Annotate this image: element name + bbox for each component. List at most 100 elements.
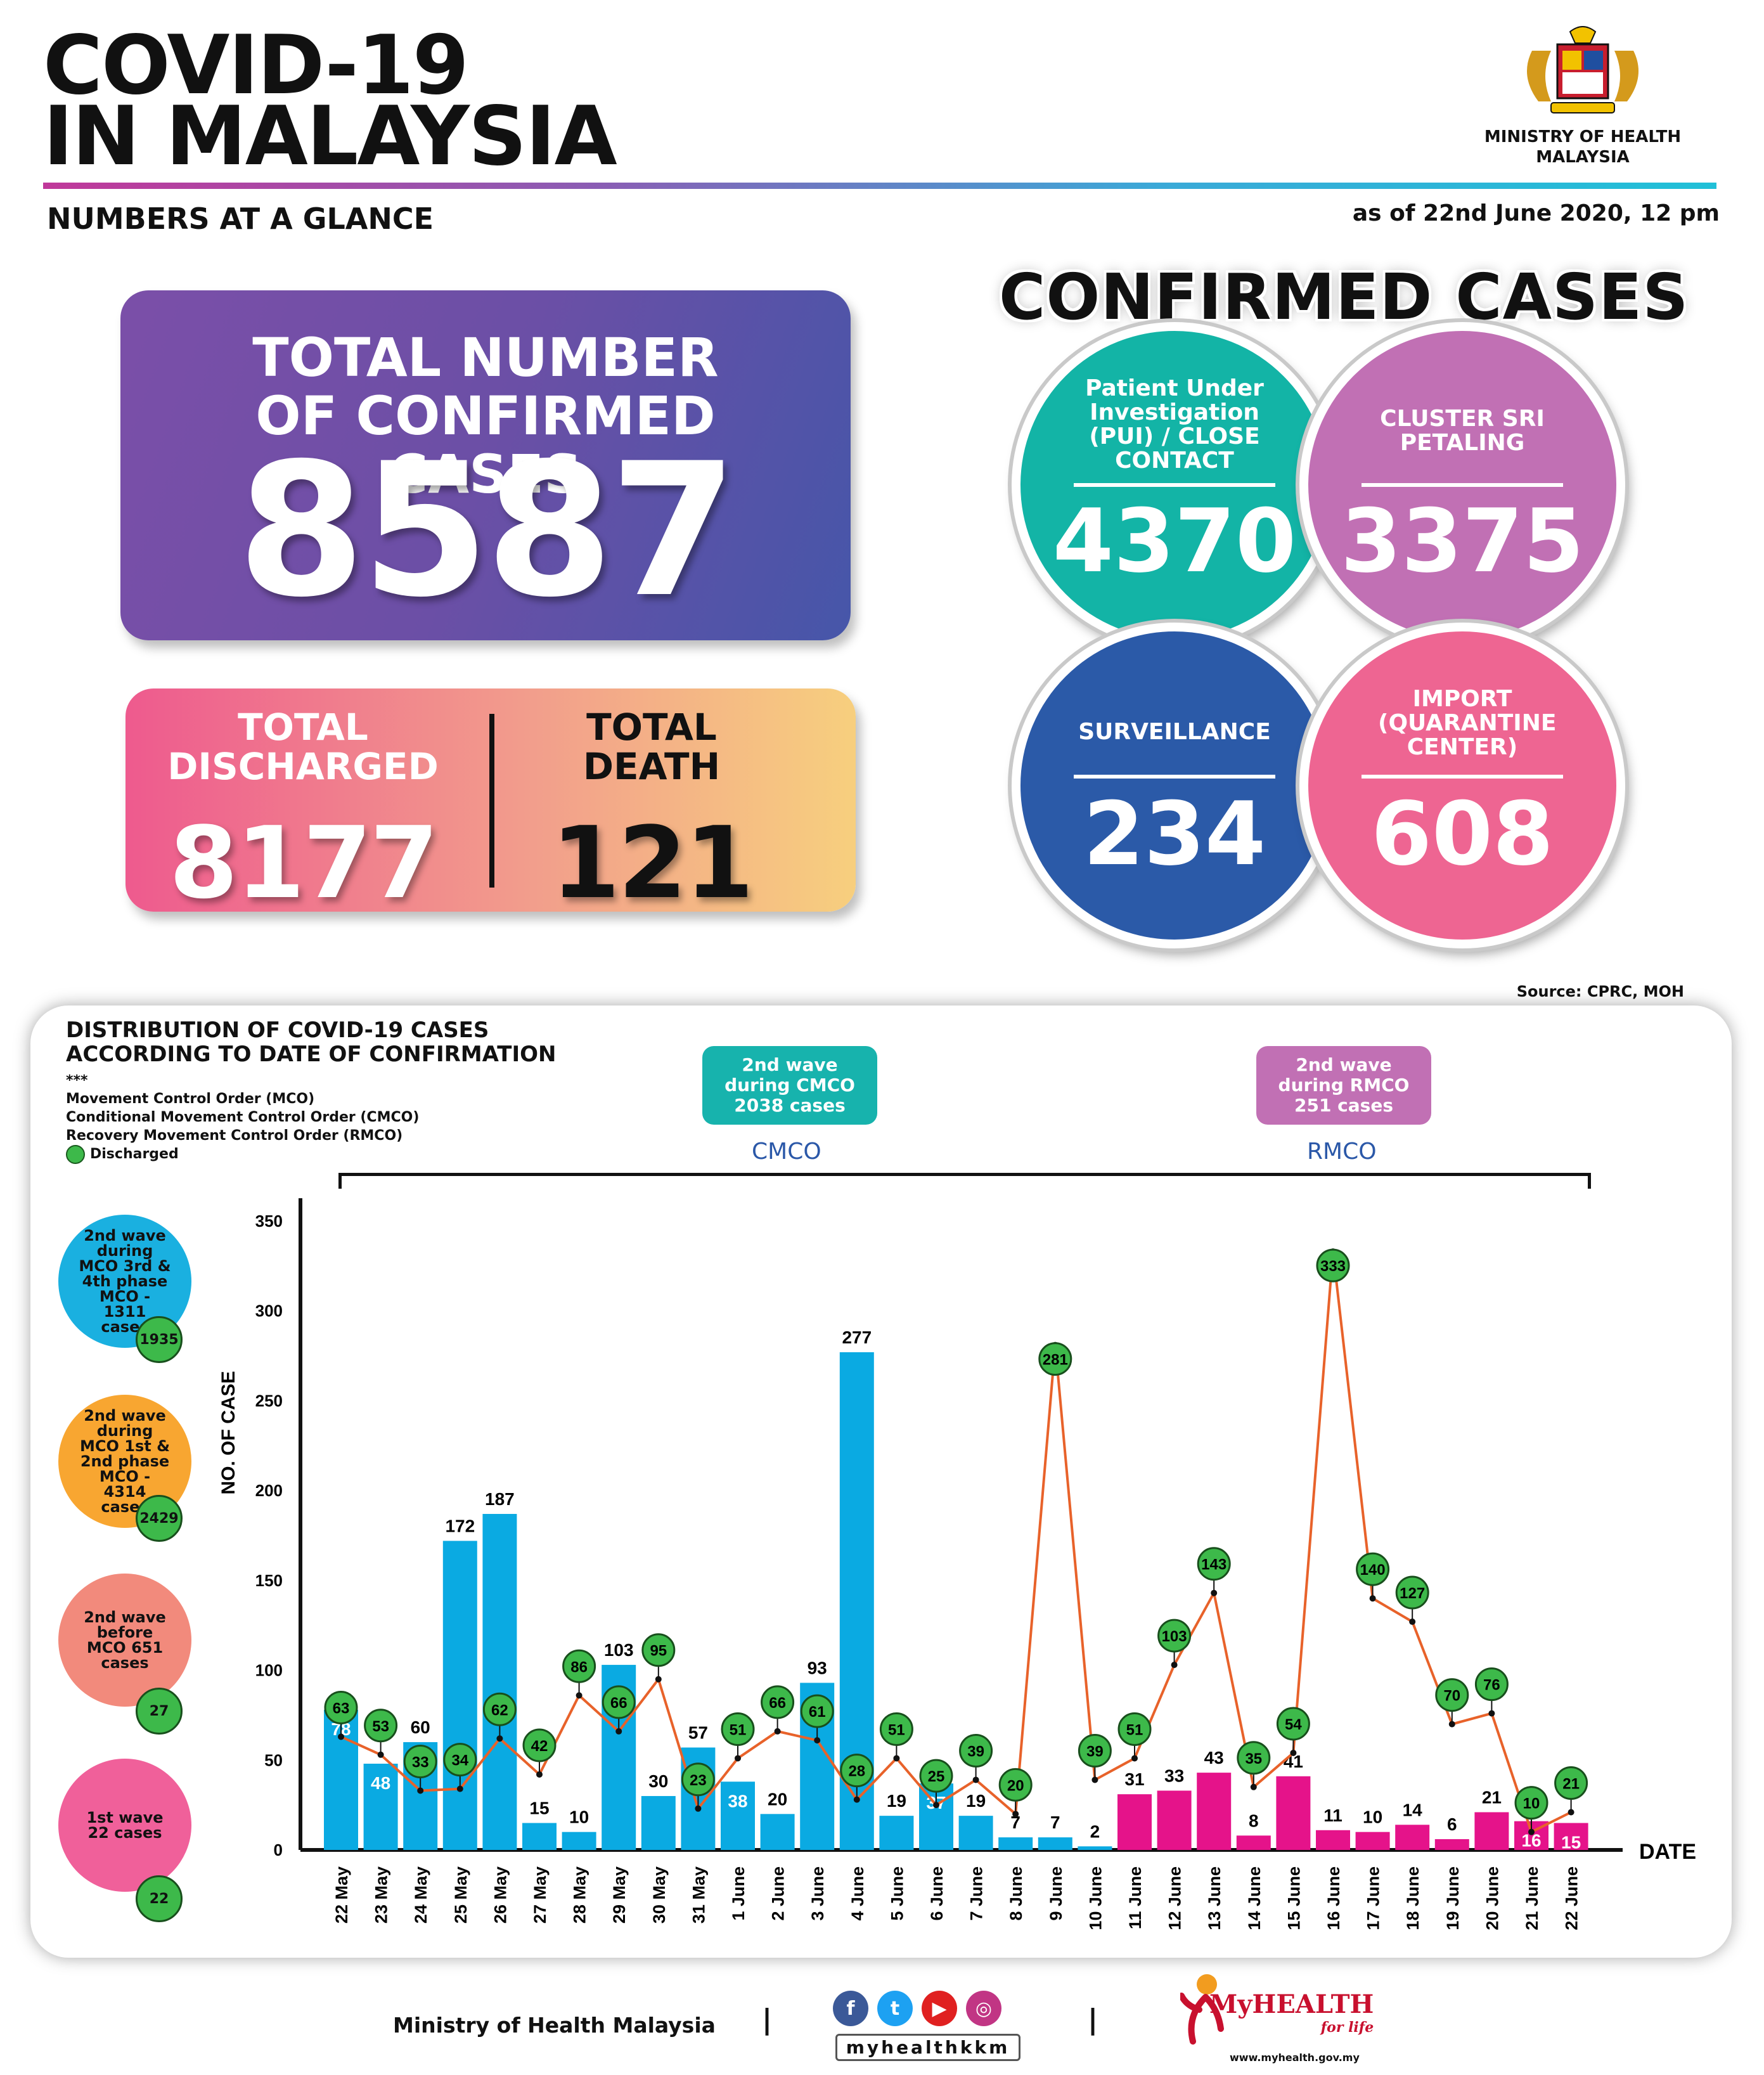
discharged-badge bbox=[1316, 1248, 1350, 1283]
bar bbox=[562, 1832, 596, 1850]
import-label: IMPORT (QUARANTINE CENTER) bbox=[1378, 686, 1557, 760]
instagram-icon[interactable]: ◎ bbox=[966, 1991, 1001, 2026]
bar-value-label: 57 bbox=[688, 1723, 708, 1742]
discharged-badge bbox=[1474, 1667, 1509, 1702]
phase-bracket bbox=[338, 1173, 1591, 1189]
bar-value-label: 2 bbox=[1090, 1821, 1100, 1841]
pui-label: Patient Under Investigation (PUI) / CLOS… bbox=[1085, 375, 1264, 474]
discharged-badge bbox=[1038, 1342, 1072, 1376]
discharged-value-label: 28 bbox=[848, 1763, 865, 1780]
discharged-badge bbox=[641, 1633, 676, 1667]
distribution-title-line1: DISTRIBUTION OF COVID-19 CASES bbox=[66, 1018, 489, 1043]
bar-value-label: 19 bbox=[966, 1791, 986, 1811]
x-tick-label: 2 June bbox=[769, 1866, 788, 1921]
death-block: TOTAL DEATH 121 bbox=[544, 708, 759, 917]
y-tick-label: 0 bbox=[274, 1840, 283, 1859]
bar bbox=[958, 1816, 993, 1850]
bar-value-label: 10 bbox=[1363, 1807, 1382, 1827]
discharged-value-label: 103 bbox=[1162, 1628, 1187, 1645]
cluster-value: 3375 bbox=[1340, 490, 1585, 592]
y-tick-label: 150 bbox=[255, 1571, 283, 1590]
bar bbox=[1355, 1832, 1390, 1850]
discharged-badge bbox=[681, 1762, 715, 1797]
discharged-badge bbox=[562, 1649, 596, 1683]
discharged-value-label: 20 bbox=[1007, 1777, 1024, 1794]
y-tick-label: 50 bbox=[264, 1750, 283, 1769]
twitter-icon[interactable]: t bbox=[877, 1991, 913, 2026]
side-wave-3-label: 2nd wave before MCO 651 cases bbox=[84, 1608, 166, 1672]
x-tick-label: 8 June bbox=[1007, 1866, 1026, 1921]
bar bbox=[879, 1816, 914, 1850]
discharged-value-label: 54 bbox=[1285, 1716, 1302, 1733]
discharged-dot-icon bbox=[66, 1145, 85, 1164]
bar-value-label: 48 bbox=[371, 1773, 390, 1793]
as-of-date: as of 22nd June 2020, 12 pm bbox=[1352, 200, 1720, 226]
discharged-badge bbox=[1435, 1678, 1469, 1712]
bar bbox=[1197, 1773, 1232, 1850]
discharged-value-label: 62 bbox=[491, 1702, 508, 1719]
discharged-value-label: 51 bbox=[888, 1721, 905, 1738]
x-tick-label: 9 June bbox=[1046, 1866, 1065, 1921]
myhealth-wordmark: MyHEALTH bbox=[1209, 1989, 1374, 2019]
side-wave-1-discharged: 1935 bbox=[136, 1316, 183, 1363]
cmco-label: CMCO bbox=[752, 1139, 821, 1165]
side-wave-2-discharged: 2429 bbox=[136, 1495, 183, 1542]
bar-value-label: 14 bbox=[1403, 1800, 1423, 1820]
bar-value-label: 60 bbox=[411, 1717, 430, 1737]
facebook-icon[interactable]: f bbox=[833, 1991, 868, 2026]
x-tick-label: 17 June bbox=[1364, 1866, 1383, 1930]
discharged-badge bbox=[840, 1754, 874, 1788]
discharged-value-label: 66 bbox=[769, 1695, 786, 1712]
discharged-value-label: 33 bbox=[412, 1754, 429, 1771]
ministry-label: MINISTRY OF HEALTH MALAYSIA bbox=[1484, 127, 1682, 167]
discharged-value-label: 51 bbox=[730, 1721, 747, 1738]
discharged-block: TOTAL DISCHARGED 8177 bbox=[151, 708, 455, 917]
x-tick-label: 24 May bbox=[411, 1866, 430, 1923]
bar bbox=[1276, 1776, 1311, 1850]
discharged-badge bbox=[522, 1728, 557, 1762]
youtube-icon[interactable]: ▶ bbox=[922, 1991, 957, 2026]
discharged-value-label: 21 bbox=[1562, 1775, 1580, 1792]
bar-value-label: 19 bbox=[887, 1791, 906, 1811]
divider bbox=[43, 183, 1716, 189]
social-icons: f t ▶ ◎ bbox=[833, 1991, 1001, 2026]
x-tick-label: 4 June bbox=[848, 1866, 867, 1921]
bar-value-label: 30 bbox=[648, 1771, 668, 1791]
x-tick-label: 11 June bbox=[1126, 1866, 1145, 1929]
side-wave-4: 1st wave 22 cases bbox=[58, 1759, 191, 1892]
myhealth-logo: MyHEALTH for life bbox=[1209, 1989, 1374, 2036]
bar bbox=[1554, 1823, 1588, 1850]
discharged-badge bbox=[443, 1743, 477, 1777]
discharged-badge bbox=[1117, 1712, 1152, 1746]
x-tick-label: 30 May bbox=[650, 1866, 669, 1923]
import-rule bbox=[1362, 775, 1563, 779]
cmco-wave-box: 2nd wave during CMCO 2038 cases bbox=[702, 1046, 877, 1125]
card-divider bbox=[489, 714, 494, 888]
discharged-value-label: 35 bbox=[1245, 1750, 1262, 1768]
bar bbox=[1316, 1830, 1350, 1850]
discharged-badge bbox=[1514, 1786, 1548, 1820]
bar bbox=[482, 1513, 517, 1850]
footer-separator: | bbox=[762, 2003, 773, 2036]
discharged-value-label: 34 bbox=[451, 1752, 468, 1769]
bar bbox=[1078, 1846, 1112, 1850]
discharged-badge bbox=[959, 1733, 993, 1768]
x-tick-label: 6 June bbox=[927, 1866, 946, 1921]
bar-value-label: 277 bbox=[842, 1328, 872, 1347]
discharged-badge bbox=[1237, 1741, 1271, 1775]
discharged-badge bbox=[1554, 1766, 1588, 1800]
y-tick-label: 100 bbox=[255, 1661, 283, 1680]
rmco-label: RMCO bbox=[1307, 1139, 1377, 1165]
discharged-value-label: 140 bbox=[1360, 1561, 1386, 1579]
title-line2: IN MALAYSIA bbox=[43, 89, 617, 184]
discharged-value-label: 70 bbox=[1443, 1688, 1460, 1705]
cluster-circle: CLUSTER SRI PETALING 3375 bbox=[1299, 322, 1625, 648]
x-tick-label: 20 June bbox=[1483, 1866, 1502, 1930]
myhealth-figure-icon bbox=[1180, 1974, 1224, 2045]
legend: *** Movement Control Order (MCO) Conditi… bbox=[66, 1071, 419, 1164]
discharged-value-label: 39 bbox=[1086, 1743, 1104, 1760]
bar bbox=[760, 1814, 795, 1850]
surveillance-value: 234 bbox=[1083, 783, 1266, 885]
surveillance-label: SURVEILLANCE bbox=[1078, 719, 1271, 745]
x-tick-label: 12 June bbox=[1166, 1866, 1185, 1930]
